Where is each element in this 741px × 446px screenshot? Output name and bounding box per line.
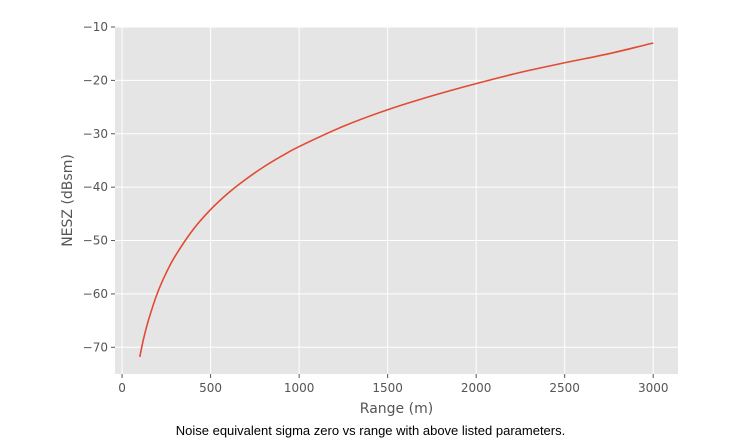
series [139, 42, 654, 358]
y-tick-label: −70 [83, 340, 108, 354]
chart: 0 500 1000 1500 2000 2500 3000 −10 −20 −30 −40 −50 −… [60, 20, 678, 417]
grid [115, 26, 678, 374]
y-tick-label: −30 [83, 127, 108, 141]
x-tick-label: 2000 [461, 381, 492, 395]
series-line [139, 42, 654, 358]
y-tick-label: −60 [83, 287, 108, 301]
y-tick-label: −20 [83, 73, 108, 87]
figure-caption: Noise equivalent sigma zero vs range wit… [175, 423, 566, 438]
x-tick-label: 1000 [284, 381, 315, 395]
plot-area [115, 27, 678, 374]
x-tick-label: 0 [118, 381, 126, 395]
x-axis-label: Range (m) [360, 401, 433, 417]
x-tick-label: 2500 [549, 381, 580, 395]
axis-ticks: 0 500 1000 1500 2000 2500 3000 −10 −20 −30 −40 −50 −… [83, 20, 669, 395]
x-tick-label: 3000 [638, 381, 669, 395]
y-axis-label: NESZ (dBsm) [60, 154, 76, 247]
x-tick-label: 500 [199, 381, 222, 395]
y-tick-label: −10 [83, 20, 108, 34]
y-tick-label: −50 [83, 234, 108, 248]
y-tick-label: −40 [83, 180, 108, 194]
x-tick-label: 1500 [372, 381, 403, 395]
